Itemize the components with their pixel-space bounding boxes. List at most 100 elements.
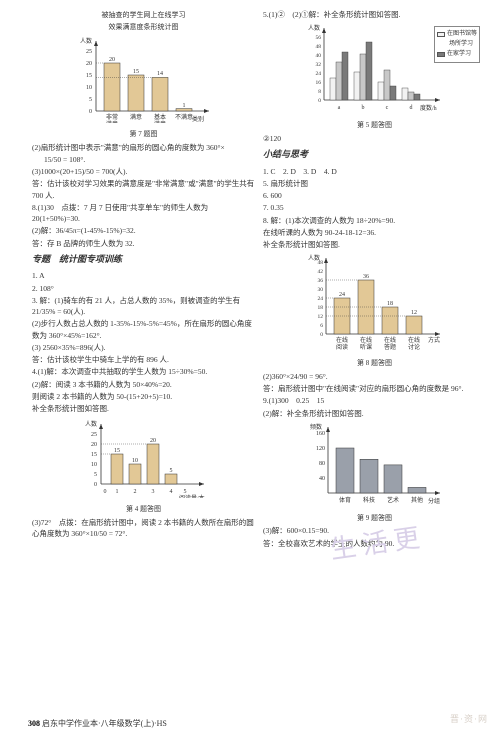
svg-text:0: 0 [89,109,92,115]
svg-text:12: 12 [411,310,417,316]
a4e: (3)72° 点拨：在扇形统计图中，阅读 2 本书籍的人数所在扇形的圆心角度数为… [32,517,255,540]
svg-text:15: 15 [91,452,97,458]
svg-text:15: 15 [114,448,120,454]
svg-text:0: 0 [94,482,97,488]
svg-text:15: 15 [133,69,139,75]
svg-text:20: 20 [86,61,92,67]
chart9-caption: 第 9 题答图 [263,513,486,524]
right-section-title: 小结与思考 [263,148,486,162]
svg-text:40: 40 [315,53,321,59]
chart5: 0 8 16 24 32 40 48 56 人数 度数/h [263,22,486,131]
chart9: 40 80 120 160 频数 分组 体育 科技 艺术 其他 [263,421,486,524]
svg-text:在线: 在线 [383,336,395,344]
svg-text:0: 0 [320,332,323,338]
chart7: 被抽查的学生网上在线学习 效果满意度条形统计图 0 5 10 15 20 25 … [32,10,255,140]
b8e: 答：扇形统计图中"在线阅读"对应的扇形圆心角的度数是 96°. [263,383,486,394]
svg-text:基本: 基本 [153,113,165,121]
b8a: 8. 解：(1)本次调查的人数为 18÷20%=90. [263,215,486,226]
svg-text:10: 10 [132,458,138,464]
svg-text:48: 48 [315,44,321,50]
svg-text:1: 1 [115,489,118,495]
svg-text:20: 20 [91,442,97,448]
svg-text:25: 25 [91,432,97,438]
svg-text:不满意: 不满意 [174,113,192,121]
p5-2: ②120 [263,133,486,144]
chart8-caption: 第 8 题答图 [263,358,486,369]
svg-text:18: 18 [317,305,323,311]
p8b: (2)解：36/45π=(1-45%-15%)=32. [32,225,255,236]
legend-l1: 在图书馆等 [447,30,477,39]
svg-text:频数: 频数 [310,423,322,431]
svg-text:人数: 人数 [80,37,92,45]
watermark-logo: 晋·资·网 [450,713,488,727]
svg-text:42: 42 [317,269,323,275]
svg-text:0: 0 [103,489,106,495]
svg-text:非常: 非常 [105,113,117,121]
svg-text:度数/h: 度数/h [420,104,437,112]
svg-text:a: a [337,105,340,111]
svg-text:32: 32 [315,62,321,68]
page-number: 308 [28,719,40,728]
svg-text:8: 8 [318,89,321,95]
a3b: (2)步行人数占总人数的 1-35%-15%-5%=45%，所在扇形的圆心角度数… [32,318,255,341]
svg-text:80: 80 [319,461,325,467]
svg-text:在线: 在线 [359,336,371,344]
svg-text:5: 5 [183,489,186,495]
a3c: (3) 2560×35%=896(人). [32,342,255,353]
b8c: 补全条形统计图如答图. [263,239,486,250]
svg-text:答题: 答题 [383,343,395,351]
a4c: 则阅读 2 本书籍的人数为 50-(15+20+5)=10. [32,391,255,402]
svg-text:d: d [409,105,412,111]
svg-text:24: 24 [317,296,323,302]
chart5-caption: 第 5 题答图 [263,120,486,131]
b9d: 答：全校喜欢艺术的学生的人数约为 90. [263,538,486,549]
p8a: 8.(1)30 点拨：7 月 7 日使用"共享单车"的师生人数为 20(1+50… [32,202,255,225]
svg-text:b: b [361,105,364,111]
p7-2f: 15/50 = 108°. [44,154,255,165]
svg-text:18: 18 [387,301,393,307]
svg-text:160: 160 [316,431,325,437]
svg-text:120: 120 [316,446,325,452]
svg-text:14: 14 [157,71,163,77]
b5: 5. 扇形统计图 [263,178,486,189]
svg-text:56: 56 [315,35,321,41]
svg-text:25: 25 [86,49,92,55]
p7-3: (3)1000×(20+15)/50 = 700(人). [32,166,255,177]
b8d: (2)360°×24/90 = 96°. [263,371,486,382]
svg-text:在线: 在线 [407,336,419,344]
a4a: 4.(1)解：本次调查中共抽取的学生人数为 15÷30%=50. [32,366,255,377]
chart7-caption: 第 7 题图 [32,129,255,140]
p8c: 答：存 B 品牌的师生人数为 32. [32,238,255,249]
svg-text:0: 0 [318,98,321,104]
svg-text:40: 40 [319,476,325,482]
svg-text:2: 2 [133,489,136,495]
svg-text:24: 24 [339,292,345,298]
chart8: 0 6 12 18 24 30 36 42 48 人数 方式 [263,252,486,369]
svg-text:16: 16 [315,80,321,86]
b9c: (3)解：600×0.15=90. [263,525,486,536]
svg-text:6: 6 [320,323,323,329]
svg-text:体育: 体育 [338,496,350,504]
svg-text:5: 5 [94,472,97,478]
svg-text:30: 30 [317,287,323,293]
footer-text: 启东中学作业本·八年级数学(上)·HS [42,719,167,728]
svg-text:其他: 其他 [410,496,422,504]
chart9-svg: 40 80 120 160 频数 分组 体育 科技 艺术 其他 [300,421,450,507]
svg-text:10: 10 [86,85,92,91]
b1: 1. C 2. D 3. D 4. D [263,166,486,177]
svg-text:听课: 听课 [359,343,371,351]
p5-1: 5.(1)② (2)①解：补全条形统计图如答图. [263,9,486,20]
svg-text:4: 4 [169,489,172,495]
b7: 7. 0.35 [263,202,486,213]
svg-text:36: 36 [317,278,323,284]
a4b: (2)解：阅读 3 本书籍的人数为 50×40%=20. [32,379,255,390]
a4d: 补全条形统计图如答图. [32,403,255,414]
right-column: 5.(1)② (2)①解：补全条形统计图如答图. 0 8 16 24 32 40… [259,8,490,550]
svg-text:科技: 科技 [362,496,374,504]
b9b: (2)解：补全条形统计图如答图. [263,408,486,419]
legend-l2: 在家学习 [447,50,471,59]
p7-2: (2)扇形统计图中表示"满意"的扇形的圆心角的度数为 360°× [32,142,255,153]
svg-text:1: 1 [182,103,185,109]
svg-text:在线: 在线 [335,336,347,344]
svg-text:讨论: 讨论 [407,343,419,351]
